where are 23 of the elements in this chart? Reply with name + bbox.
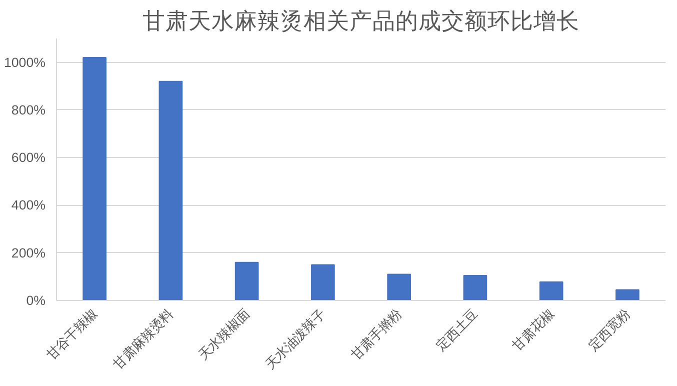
- y-tick-label: 600%: [11, 150, 46, 166]
- x-tick-label: 甘肃手擀粉: [348, 306, 404, 363]
- x-tick-label: 定西土豆: [433, 306, 480, 354]
- bar: [311, 264, 335, 300]
- y-tick-label: 0%: [26, 293, 46, 308]
- x-tick-label: 定西宽粉: [585, 306, 633, 354]
- bar: [539, 281, 564, 300]
- y-tick-label: 200%: [11, 245, 46, 260]
- bar: [234, 262, 259, 300]
- bar: [82, 57, 106, 300]
- x-tick-label: 甘肃麻辣烫料: [110, 306, 176, 372]
- bar: [387, 274, 411, 300]
- bar: [463, 274, 488, 300]
- x-tick-label: 甘谷干辣椒: [43, 306, 100, 363]
- x-tick-label: 天水油泼辣子: [262, 306, 328, 372]
- y-tick-label: 800%: [11, 102, 46, 118]
- chart-title: 甘肃天水麻辣烫相关产品的成交额环比增长: [142, 8, 580, 34]
- x-tick-label: 天水辣椒面: [196, 306, 252, 363]
- y-tick-label: 400%: [11, 198, 46, 213]
- bar: [158, 80, 183, 300]
- y-tick-label: 1000%: [4, 54, 46, 70]
- x-tick-label: 甘肃花椒: [509, 306, 557, 354]
- bar: [616, 289, 640, 300]
